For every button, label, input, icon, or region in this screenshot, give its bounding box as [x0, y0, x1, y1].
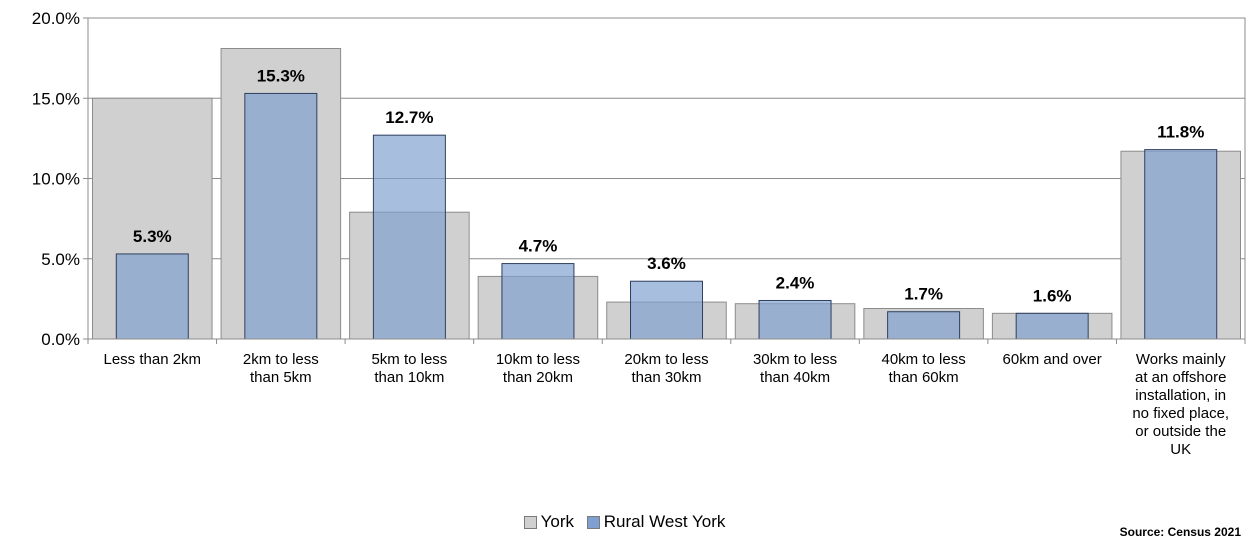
data-label: 12.7% — [385, 108, 433, 127]
source-note: Source: Census 2021 — [1119, 525, 1241, 539]
data-label: 11.8% — [1157, 123, 1204, 142]
data-label: 3.6% — [647, 254, 686, 273]
y-tick-label: 15.0% — [32, 89, 80, 108]
x-axis-labels: Less than 2km 2km to less than 5km 5km to l… — [87, 339, 1246, 458]
plot-area-border — [87, 17, 1246, 340]
x-tick-label-line: than 30km — [631, 369, 701, 386]
rural-west-york-bar — [372, 134, 446, 340]
data-label: 1.7% — [904, 285, 943, 304]
x-tick-label-line: 2km to less — [243, 351, 319, 368]
x-tick-label: Less than 2km — [103, 351, 201, 368]
data-label: 4.7% — [519, 237, 558, 256]
rural-west-york-bar — [1015, 312, 1089, 340]
x-tick-label-line: Less than 2km — [103, 351, 201, 368]
x-tick-label-line: 5km to less — [371, 351, 447, 368]
x-tick-label-line: than 60km — [889, 369, 959, 386]
x-tick-label-line: at an offshore — [1135, 369, 1226, 386]
x-tick-label: 10km to less than 20km — [496, 351, 580, 386]
y-tick-label: 10.0% — [32, 170, 80, 189]
legend: York Rural West York — [0, 512, 1249, 534]
y-axis-ticks: 0.0% 5.0% 10.0% 15.0% 20.0% — [32, 9, 80, 349]
rural-west-york-bar — [115, 253, 189, 340]
x-tick-label-line: or outside the — [1135, 423, 1226, 440]
data-label: 15.3% — [257, 66, 305, 85]
x-tick-label-line: than 40km — [760, 369, 830, 386]
legend-item-york: York — [523, 512, 575, 532]
legend-swatch-york — [523, 515, 537, 529]
x-tick-label-line: 10km to less — [496, 351, 580, 368]
x-tick-label: 2km to less than 5km — [243, 351, 319, 386]
y-tick-label: 0.0% — [41, 330, 80, 349]
x-tick-label: 20km to less than 30km — [624, 351, 708, 386]
data-label: 1.6% — [1033, 286, 1072, 305]
rural-west-york-series — [115, 92, 1218, 340]
x-tick-label: 30km to less than 40km — [753, 351, 837, 386]
x-tick-label-line: 40km to less — [882, 351, 966, 368]
rural-west-york-bar — [244, 92, 318, 340]
x-tick-label-line: than 20km — [503, 369, 573, 386]
x-tick-label-line: 20km to less — [624, 351, 708, 368]
rural-west-york-bar — [887, 311, 961, 340]
rural-west-york-bar — [501, 263, 575, 340]
x-tick-label-line: Works mainly — [1136, 351, 1226, 368]
y-tick-label: 20.0% — [32, 9, 80, 28]
data-label: 5.3% — [133, 227, 172, 246]
x-tick-label-line: 60km and over — [1003, 351, 1102, 368]
x-tick-label: 5km to less than 10km — [371, 351, 447, 386]
rural-west-york-bar — [758, 299, 832, 340]
x-tick-label-line: than 10km — [374, 369, 444, 386]
x-tick-label: 60km and over — [1003, 351, 1102, 368]
data-labels: 5.3% 15.3% 12.7% 4.7% 3.6% 2.4% 1.7% 1.6% 11.8% — [133, 66, 1204, 305]
rural-west-york-bar — [1144, 149, 1218, 340]
x-tick-label-line: installation, in — [1135, 387, 1226, 404]
rural-west-york-bar — [630, 280, 703, 340]
y-tick-label: 5.0% — [41, 250, 80, 269]
x-tick-label-line: 30km to less — [753, 351, 837, 368]
legend-label-rural-west-york: Rural West York — [603, 512, 726, 531]
x-tick-label: Works mainly at an offshore installation, … — [1132, 351, 1229, 458]
legend-label-york: York — [540, 512, 575, 531]
data-label: 2.4% — [776, 273, 815, 292]
x-tick-label-line: UK — [1170, 441, 1191, 458]
x-tick-label-line: no fixed place, — [1132, 405, 1229, 422]
legend-swatch-rural-west-york — [586, 515, 600, 529]
x-tick-label-line: than 5km — [250, 369, 312, 386]
legend-item-rural-west-york: Rural West York — [586, 512, 726, 532]
x-tick-label: 40km to less than 60km — [882, 351, 966, 386]
chart: 0.0% 5.0% 10.0% 15.0% 20.0% 5.3% 15.3% 12.7% 4.… — [32, 9, 1246, 458]
